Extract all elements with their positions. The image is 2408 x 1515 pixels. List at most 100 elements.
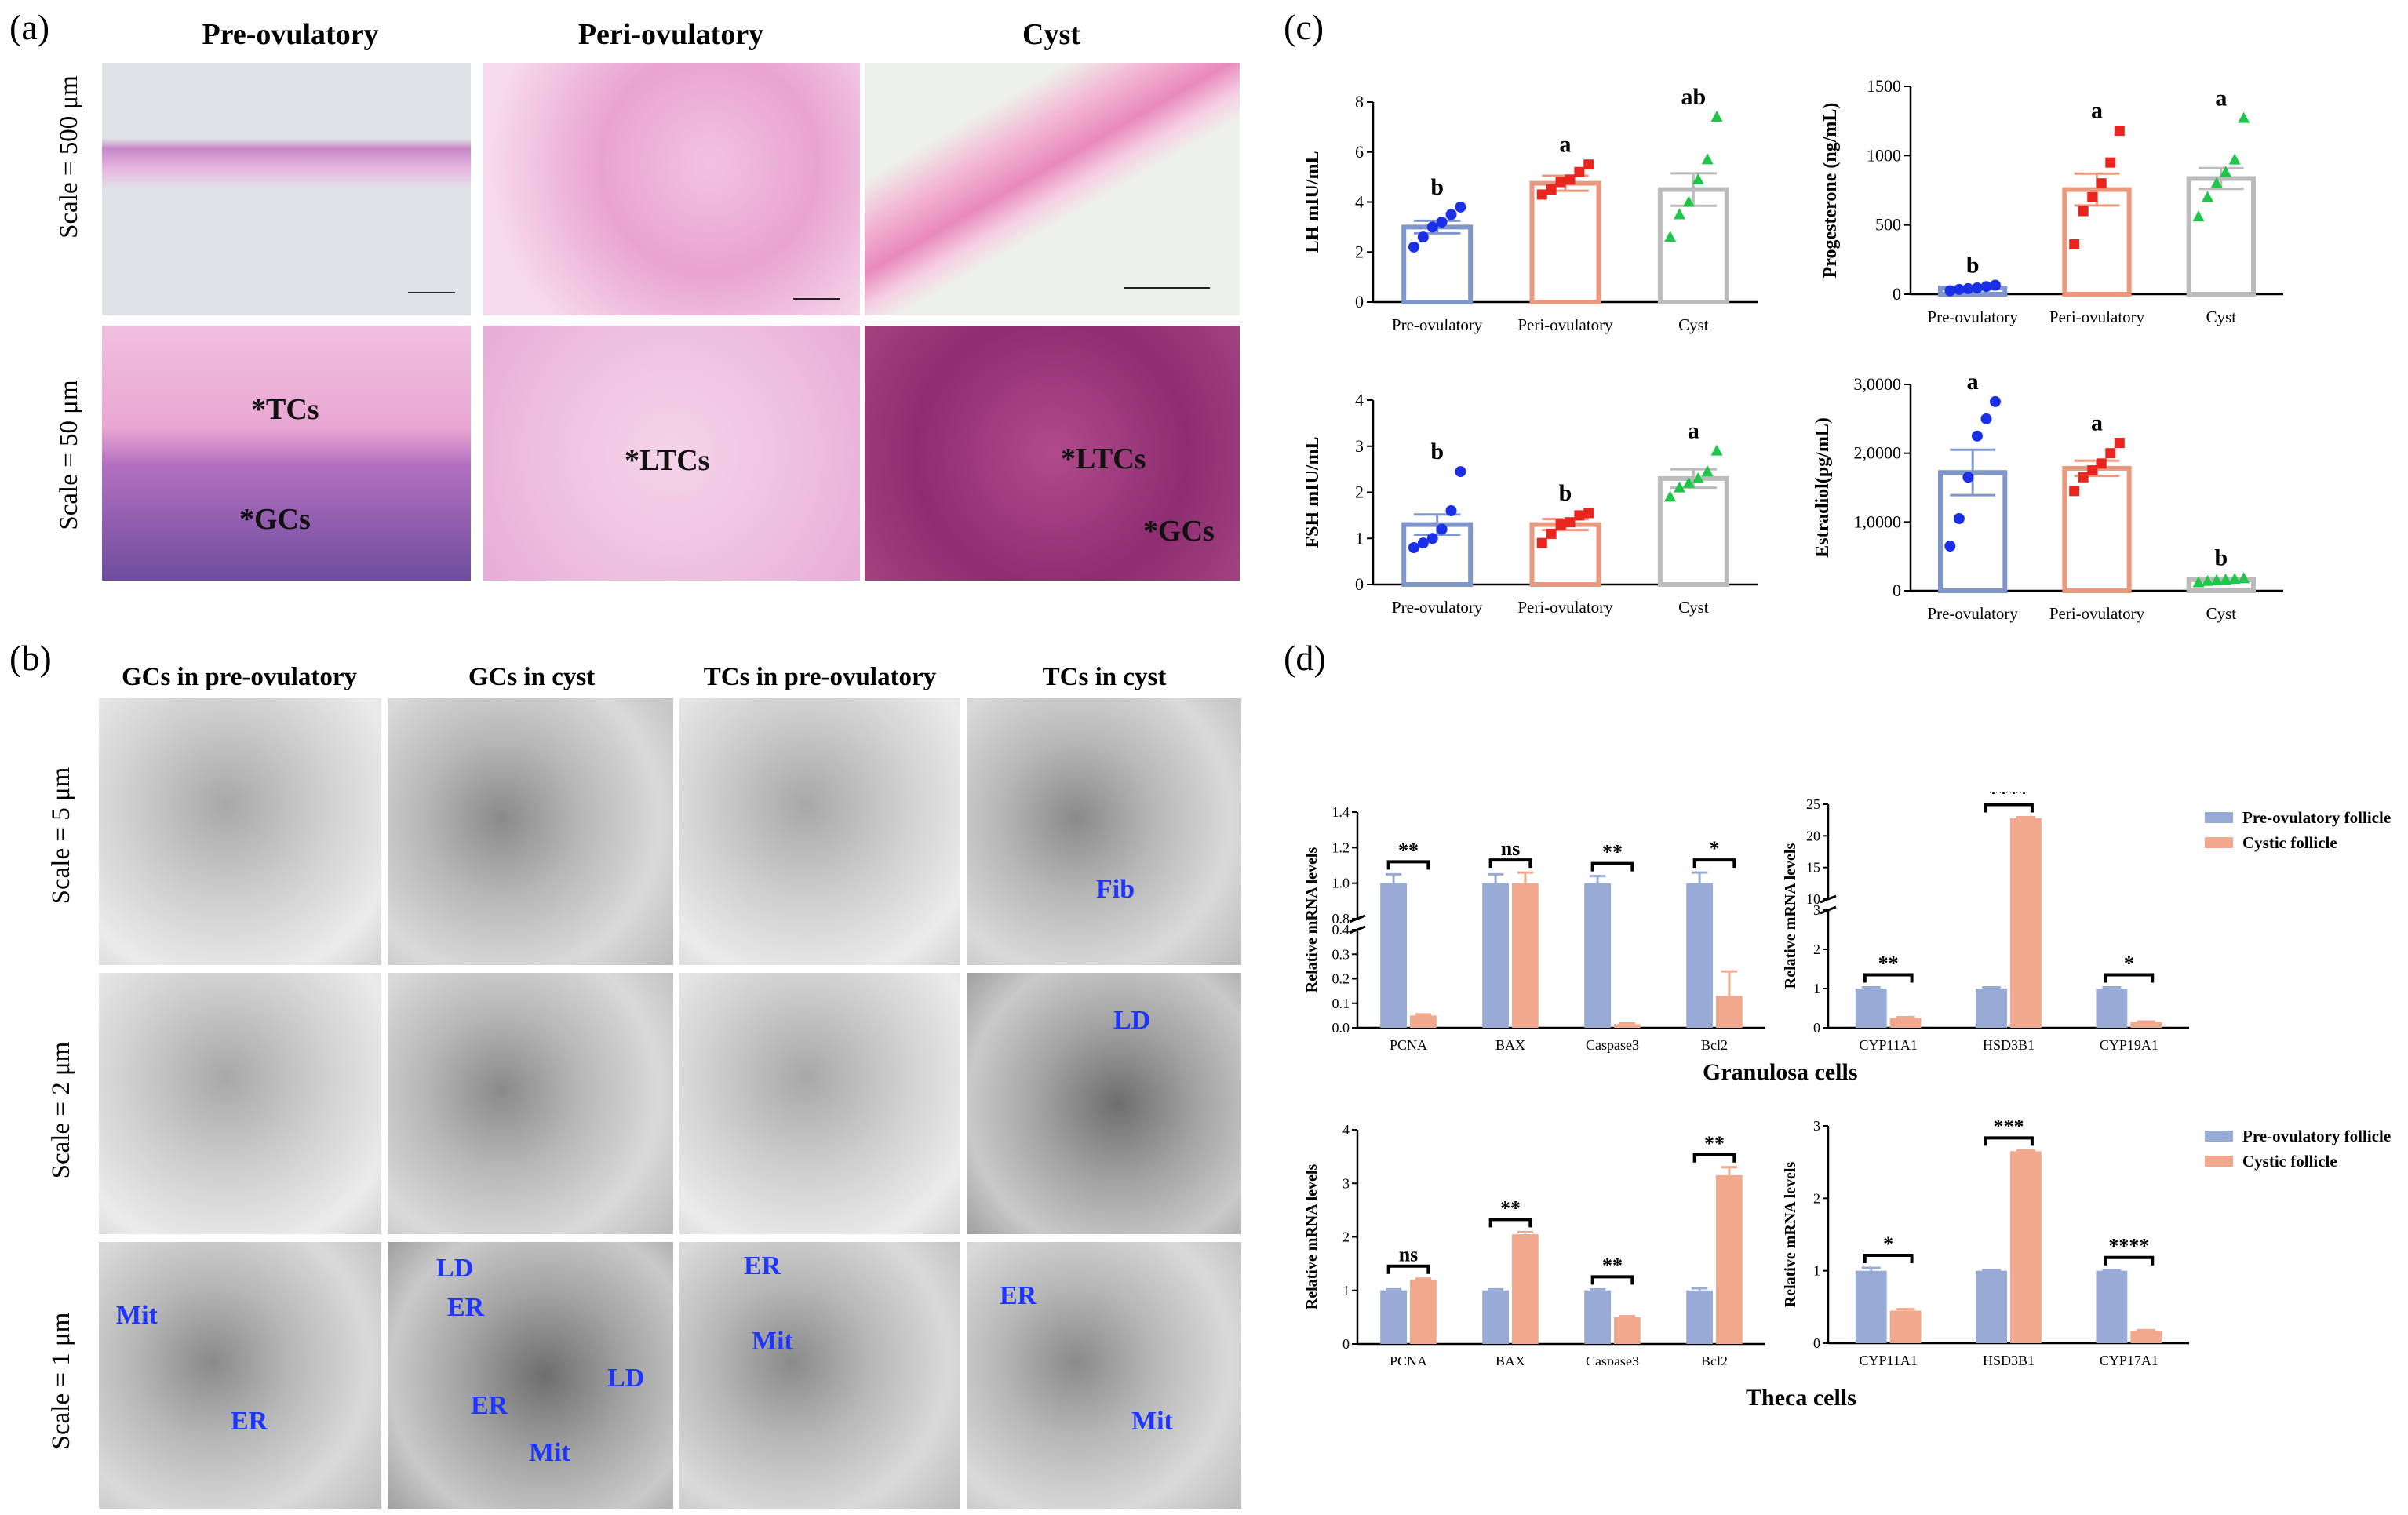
bar — [1614, 1317, 1641, 1344]
significance-letter: a — [2091, 410, 2103, 436]
y-tick-label: 20 — [1806, 828, 1820, 843]
bar — [2096, 989, 2128, 1028]
data-point — [1692, 472, 1704, 483]
data-point — [1980, 281, 1992, 293]
significance-bracket — [1692, 1153, 1736, 1163]
y-tick-label: 3 — [1813, 902, 1820, 918]
bar — [1410, 1280, 1437, 1344]
data-point — [1555, 177, 1566, 188]
y-tick-label: 15 — [1806, 860, 1820, 876]
bar — [1614, 1024, 1641, 1028]
x-tick-label: BAX — [1495, 1353, 1525, 1365]
x-tick-label: Bcl2 — [1701, 1037, 1728, 1053]
bar — [2130, 1022, 2162, 1028]
bar — [1584, 883, 1611, 1028]
scale-bar — [793, 298, 840, 300]
data-point — [1701, 153, 1714, 165]
data-point — [1583, 508, 1594, 519]
y-tick-label: 2 — [1813, 941, 1820, 957]
x-tick-label: Pre-ovulatory — [1392, 315, 1483, 334]
y-tick-label: 1 — [1355, 528, 1364, 548]
estradiol-chart: 0 1,0000 2,0000 3,0000 Estradiol(pg/mL) a Pre-… — [1812, 369, 2283, 623]
y-tick-label: 0 — [1355, 292, 1364, 311]
bar — [1380, 883, 1407, 1028]
y-tick-label: 500 — [1875, 215, 1901, 235]
legend-swatch — [2205, 812, 2233, 823]
organelle-label: Mit — [1131, 1407, 1173, 1436]
significance-bracket — [1590, 861, 1634, 872]
panel-d-letter: (d) — [1284, 638, 1326, 678]
data-point — [1710, 444, 1723, 456]
y-tick-label: 0 — [1813, 1335, 1820, 1351]
fsh-chart: 0 1 2 3 4 FSH mIU/mL b Pre-ovulatory b Peri-ovula… — [1302, 390, 1758, 617]
significance-label: * — [2124, 952, 2134, 975]
organelle-label: LD — [607, 1364, 645, 1393]
y-tick-label: 0.8 — [1332, 911, 1350, 927]
panel-b-col-title: TCs in cyst — [1042, 663, 1167, 691]
y-tick-label: 0 — [1355, 574, 1364, 594]
significance-letter: b — [1430, 174, 1444, 200]
bar — [1410, 1015, 1437, 1028]
significance-bracket — [1984, 1136, 2034, 1146]
em-image: Fib — [967, 698, 1241, 965]
data-point — [1692, 173, 1704, 184]
y-tick-label: 8 — [1355, 92, 1364, 111]
y-tick-label: 3 — [1355, 436, 1364, 456]
data-point — [2192, 210, 2205, 222]
data-point — [1682, 195, 1695, 207]
bar — [1529, 180, 1601, 304]
data-point — [2228, 153, 2241, 165]
x-tick-label: Caspase3 — [1586, 1353, 1639, 1365]
significance-label: * — [1710, 837, 1720, 860]
x-tick-label: Cyst — [2206, 308, 2237, 326]
data-point — [1574, 510, 1585, 521]
significance-label: ** — [1398, 839, 1419, 861]
y-tick-label: 0 — [1342, 1336, 1350, 1352]
panel-a-col-title: Peri-ovulatory — [577, 18, 764, 51]
bar — [1686, 1290, 1713, 1344]
x-tick-label: Bcl2 — [1701, 1353, 1728, 1365]
x-tick-label: BAX — [1495, 1037, 1525, 1053]
panel-b-col-title: TCs in pre-ovulatory — [703, 663, 937, 691]
data-point — [2105, 157, 2116, 168]
panel-b-row-label: Scale = 5 μm — [47, 767, 75, 905]
x-tick-label: CYP17A1 — [2100, 1353, 2158, 1365]
data-point — [1417, 231, 1429, 243]
significance-label: *** — [1994, 1115, 2024, 1138]
significance-bracket — [1692, 858, 1736, 869]
organelle-label: ER — [1000, 1281, 1037, 1310]
data-point — [1574, 166, 1585, 177]
y-tick-label: 0 — [1893, 581, 1901, 600]
x-tick-label: Pre-ovulatory — [1927, 604, 2018, 623]
y-axis-label: FSH mIU/mL — [1302, 436, 1323, 548]
significance-letter: ab — [1681, 84, 1706, 110]
x-tick-label: Pre-ovulatory — [1392, 598, 1483, 617]
y-tick-label: 4 — [1355, 192, 1364, 212]
significance-label: **** — [2108, 1235, 2149, 1258]
data-point — [1944, 541, 1956, 552]
bar — [1889, 1018, 1922, 1028]
data-point — [2087, 191, 2098, 202]
y-tick-label: 0.3 — [1332, 946, 1350, 962]
panel-b-letter: (b) — [9, 638, 52, 678]
y-tick-label: 1 — [1342, 1283, 1350, 1298]
organelle-label: ER — [447, 1293, 485, 1322]
y-tick-label: 2,0000 — [1854, 443, 1902, 463]
data-point — [1536, 189, 1547, 200]
data-point — [2210, 574, 2223, 585]
panel-a-row-label: Scale = 50 μm — [55, 380, 83, 530]
data-point — [2114, 438, 2125, 449]
data-point — [2087, 465, 2098, 476]
legend-label: Pre-ovulatory follicle — [2242, 808, 2391, 827]
data-point — [1426, 533, 1438, 544]
data-point — [1989, 395, 2001, 407]
data-point — [1962, 282, 1974, 294]
cell-label: *GCs — [1143, 515, 1215, 548]
data-point — [1408, 241, 1419, 253]
y-tick-label: 1000 — [1867, 145, 1901, 165]
y-tick-label: 1 — [1813, 981, 1820, 996]
panel-a-col-title: Pre-ovulatory — [202, 18, 379, 51]
cell-label: *LTCs — [625, 444, 710, 477]
significance-letter: a — [1688, 418, 1699, 444]
data-point — [1546, 528, 1557, 539]
